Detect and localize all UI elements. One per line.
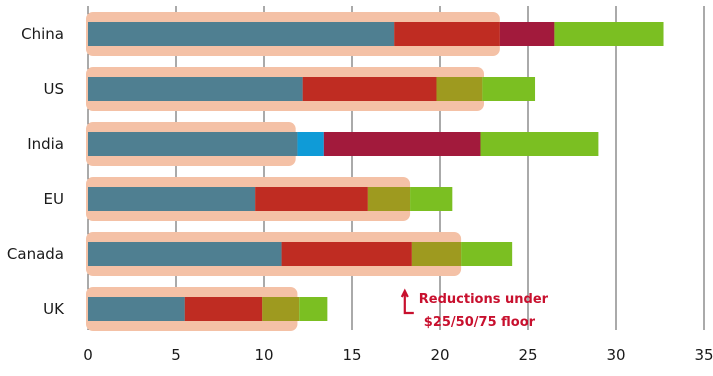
x-tick-label: 30 — [606, 346, 625, 364]
category-label: UK — [43, 300, 65, 318]
bar-segment — [367, 187, 411, 211]
bar-segment — [410, 187, 453, 211]
category-label: China — [21, 25, 64, 43]
bar-segment — [323, 132, 481, 156]
annotation-arrow — [400, 288, 414, 315]
stacked-bars — [88, 22, 664, 321]
bar-segment — [480, 132, 599, 156]
x-tick-label: 5 — [171, 346, 181, 364]
annotation-line-2: $25/50/75 floor — [424, 315, 536, 330]
category-label: EU — [44, 190, 64, 208]
bar-segment — [88, 242, 282, 266]
bar-segment — [461, 242, 513, 266]
gridlines — [87, 6, 705, 330]
bar-segment — [411, 242, 462, 266]
bar-segment — [184, 297, 263, 321]
annotation-line-1: Reductions under — [419, 292, 549, 307]
x-tick-label: 20 — [430, 346, 449, 364]
bar-segment — [499, 22, 555, 46]
floor-bands — [86, 12, 500, 331]
category-labels: China US India EU Canada UK — [7, 25, 65, 318]
bar-segment — [281, 242, 412, 266]
bar-segment — [436, 77, 483, 101]
bar-segment — [88, 187, 256, 211]
bar-segment — [88, 132, 298, 156]
bar-segment — [482, 77, 536, 101]
category-label: US — [43, 80, 64, 98]
bar-segment — [299, 297, 328, 321]
x-tick-label: 15 — [342, 346, 361, 364]
bar-segment — [88, 22, 395, 46]
bar-segment — [88, 77, 303, 101]
x-tick-label: 0 — [83, 346, 93, 364]
bar-segment — [302, 77, 437, 101]
bar-segment — [297, 132, 324, 156]
x-tick-label: 25 — [518, 346, 537, 364]
category-label: Canada — [7, 245, 64, 263]
bar-segment — [554, 22, 664, 46]
annotation: Reductions under $25/50/75 floor — [400, 288, 549, 330]
bar-segment — [88, 297, 185, 321]
x-tick-labels: 0 5 10 15 20 25 30 35 — [83, 346, 713, 364]
x-tick-label: 10 — [254, 346, 273, 364]
bar-segment — [394, 22, 500, 46]
x-tick-label: 35 — [694, 346, 713, 364]
category-label: India — [27, 135, 64, 153]
bar-segment — [262, 297, 300, 321]
bar-segment — [255, 187, 368, 211]
